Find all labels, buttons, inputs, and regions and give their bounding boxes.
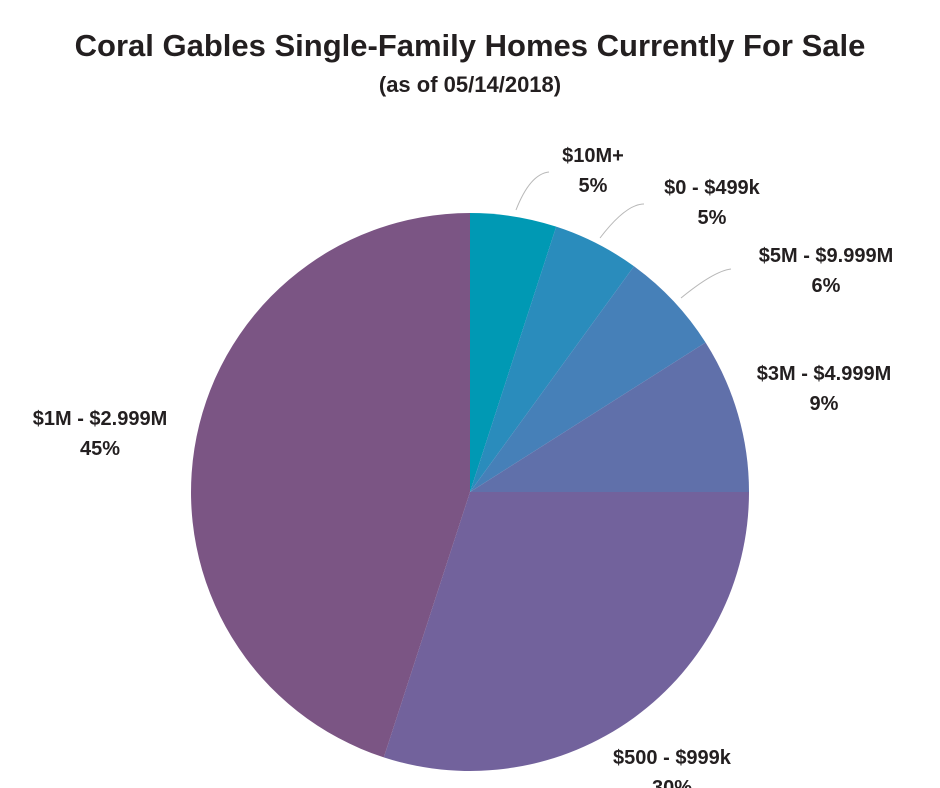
- chart-title: Coral Gables Single-Family Homes Current…: [74, 28, 866, 63]
- leader-line-5m-9-999m: [680, 268, 732, 299]
- slice-label-0-499k: $0 - $499k: [664, 177, 761, 199]
- slice-label-10m: $10M+: [562, 145, 624, 167]
- leader-line-10m: [515, 171, 550, 211]
- pie-slice-500-999k: [383, 492, 749, 771]
- slice-label-3m-4-999m: $3M - $4.999M: [757, 363, 892, 385]
- slice-percent-1m-2-999m: 45%: [80, 438, 120, 460]
- slice-percent-500-999k: 30%: [652, 777, 692, 788]
- chart-subtitle: (as of 05/14/2018): [378, 72, 562, 97]
- pie-slice-5m-9-999m: [470, 266, 706, 492]
- pie-slice-0-499k: [470, 226, 634, 492]
- pie-slice-3m-4-999m: [470, 342, 749, 492]
- slice-label-500-999k: $500 - $999k: [613, 747, 732, 769]
- slice-percent-5m-9-999m: 6%: [812, 275, 841, 297]
- leader-line-0-499k: [599, 203, 645, 239]
- slice-percent-3m-4-999m: 9%: [810, 393, 839, 415]
- slice-percent-0-499k: 5%: [698, 207, 727, 229]
- pie-slice-10m: [470, 213, 557, 492]
- slice-percent-10m: 5%: [579, 175, 608, 197]
- slice-label-5m-9-999m: $5M - $9.999M: [759, 245, 894, 267]
- pie-slice-1m-2-999m: [191, 213, 470, 758]
- slice-label-1m-2-999m: $1M - $2.999M: [33, 408, 168, 430]
